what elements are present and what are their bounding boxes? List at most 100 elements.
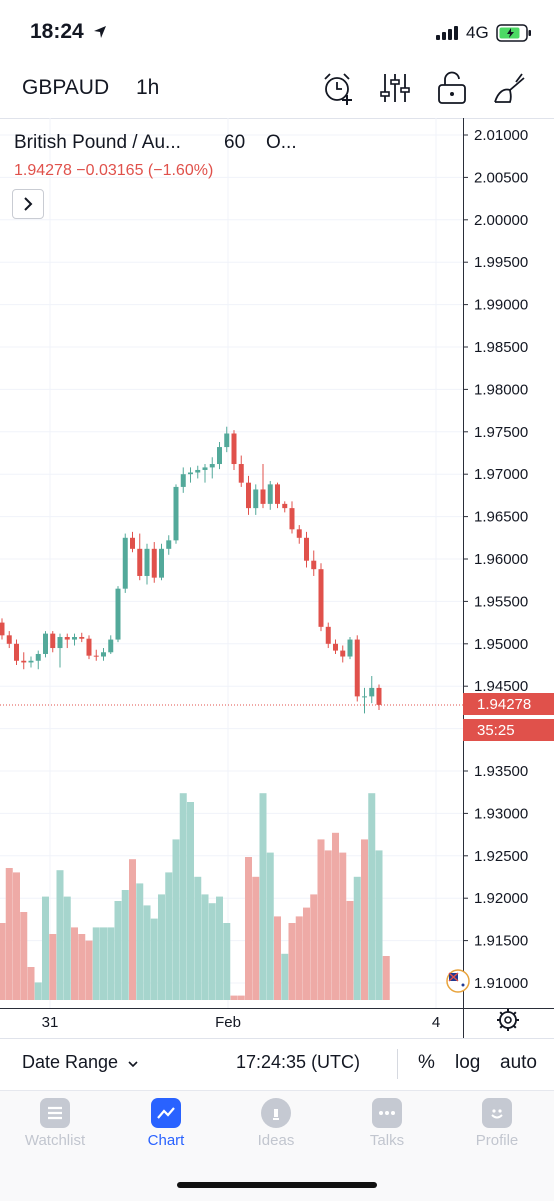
volume-bar <box>346 901 354 1000</box>
candle <box>0 618 5 640</box>
tab-profile[interactable]: Profile <box>442 1098 552 1149</box>
price-axis-label: 1.91500 <box>474 933 528 950</box>
candle <box>246 475 251 515</box>
volume-bar <box>78 934 86 1000</box>
price-axis-label: 2.00500 <box>474 169 528 186</box>
volume-bar <box>245 857 252 1000</box>
candle <box>304 531 309 568</box>
face-icon <box>482 1098 512 1128</box>
candle <box>369 676 375 704</box>
candle <box>354 635 360 702</box>
indicators-sliders-icon[interactable] <box>377 70 413 106</box>
candle <box>340 645 346 663</box>
tab-watchlist[interactable]: Watchlist <box>0 1098 110 1149</box>
time-axis-label: Feb <box>215 1014 241 1031</box>
legend-interval: 60 <box>224 132 246 153</box>
candle <box>57 633 63 668</box>
date-range-button[interactable]: Date Range <box>22 1052 139 1073</box>
volume-bar <box>259 793 267 1000</box>
bar-countdown-tag: 35:25 <box>463 719 554 741</box>
interval-button[interactable]: 1h <box>136 76 160 99</box>
volume-bar <box>27 967 35 1000</box>
log-scale-button[interactable]: log <box>455 1052 481 1073</box>
candle <box>362 687 367 714</box>
unlock-icon[interactable] <box>434 70 470 106</box>
utc-clock[interactable]: 17:24:35 (UTC) <box>236 1052 361 1072</box>
percent-scale-button[interactable]: % <box>418 1052 435 1073</box>
candle <box>101 648 106 661</box>
au-flag-icon <box>446 969 470 993</box>
volume-bar <box>114 901 122 1000</box>
candle <box>311 550 317 576</box>
volume-bar <box>382 956 390 1000</box>
volume-bar <box>208 903 216 1000</box>
date-range-label: Date Range <box>22 1052 119 1072</box>
price-axis-label: 1.93000 <box>474 805 528 822</box>
volume-bar <box>172 839 180 1000</box>
price-axis-label: 1.99000 <box>474 297 528 314</box>
volume-bar <box>179 793 187 1000</box>
candle <box>6 631 12 649</box>
candle <box>72 633 77 646</box>
volume-bar <box>165 872 173 1000</box>
symbol-button[interactable]: GBPAUD <box>22 76 110 99</box>
candle <box>35 650 41 670</box>
price-axis-label: 1.92000 <box>474 890 528 907</box>
price-axis-label: 2.00000 <box>474 212 528 229</box>
candle <box>296 525 302 544</box>
candle <box>209 457 215 479</box>
chevron-right-icon <box>24 197 33 211</box>
auto-scale-button[interactable]: auto <box>500 1052 537 1073</box>
drawing-brush-icon[interactable] <box>492 70 528 106</box>
chat-icon <box>372 1098 402 1128</box>
candle <box>202 464 208 483</box>
last-price-tag: 1.94278 <box>463 693 554 715</box>
legend-open-value: O... <box>266 132 297 153</box>
price-axis-label: 1.93500 <box>474 763 528 780</box>
price-chart[interactable]: 2.01000 2.00500 2.00000 1.99500 1.99000 1.985… <box>0 118 554 1038</box>
candle <box>115 586 121 643</box>
volume-bar <box>150 918 158 1000</box>
candle <box>93 649 99 661</box>
volume-bar <box>92 927 100 1000</box>
settings-gear-icon[interactable] <box>497 1009 519 1031</box>
tab-label: Chart <box>147 1132 185 1149</box>
volume-bar <box>42 896 49 1000</box>
volume-bar <box>100 927 107 1000</box>
volume-bar <box>303 907 310 1000</box>
legend-expand-button[interactable] <box>12 189 44 219</box>
candle <box>188 467 193 483</box>
volume-bar <box>129 859 136 1000</box>
candle <box>267 480 273 510</box>
tab-label: Talks <box>369 1132 405 1149</box>
volume-bar <box>332 832 339 1000</box>
candle <box>50 631 56 653</box>
volume-bar <box>85 940 93 1000</box>
tab-ideas[interactable]: Ideas <box>221 1098 331 1149</box>
legend-title[interactable]: British Pound / Au... <box>14 132 181 153</box>
volume-bar <box>274 916 281 1000</box>
volume-bar <box>368 793 376 1000</box>
candle <box>238 455 244 487</box>
candle <box>224 426 230 453</box>
candle <box>231 430 237 470</box>
candle <box>79 632 85 643</box>
volume-bar <box>288 923 296 1000</box>
volume-bar <box>361 839 368 1000</box>
price-axis-label: 1.94500 <box>474 678 528 695</box>
candle <box>318 563 324 632</box>
tab-talks[interactable]: Talks <box>332 1098 442 1149</box>
volume-bar <box>317 839 325 1000</box>
price-axis-label: 1.96500 <box>474 509 528 526</box>
volume-bar <box>310 894 318 1000</box>
alarm-clock-plus-icon[interactable] <box>320 70 356 106</box>
candle <box>195 465 201 479</box>
candle <box>159 543 164 581</box>
price-axis-label: 1.98000 <box>474 381 528 398</box>
home-indicator <box>177 1182 377 1188</box>
list-icon <box>40 1098 70 1128</box>
candle <box>253 484 259 515</box>
volume-bar <box>20 912 28 1000</box>
candle <box>108 635 114 654</box>
tab-chart[interactable]: Chart <box>111 1098 221 1149</box>
